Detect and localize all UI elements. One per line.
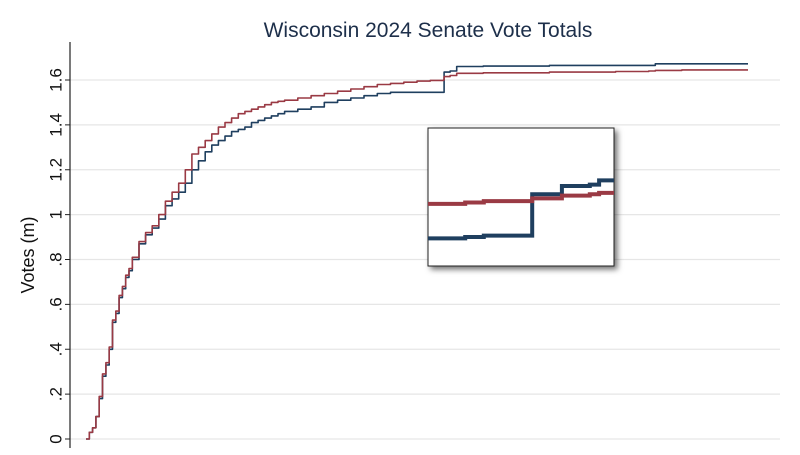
y-axis-label: Votes (m) [18, 216, 38, 293]
y-tick-label: 1.4 [47, 113, 66, 137]
y-tick-label: .6 [47, 297, 66, 311]
y-tick-label: 0 [47, 434, 66, 443]
series-line-1 [86, 63, 748, 440]
y-tick-labels: 0 .2 .4 .6 .8 1 1.2 1.4 1.6 [47, 68, 66, 444]
series-line-2 [86, 69, 748, 440]
y-tick-label: 1.2 [47, 158, 66, 182]
gridlines [70, 79, 780, 440]
y-tick-label: 1 [47, 210, 66, 219]
series-lines [86, 63, 748, 440]
y-tick-label: .2 [47, 387, 66, 401]
y-tick-label: 1.6 [47, 68, 66, 92]
inset-series-line-1 [428, 178, 614, 241]
chart-title: Wisconsin 2024 Senate Vote Totals [264, 19, 593, 42]
y-tick-label: .8 [47, 252, 66, 266]
inset-series-line-2 [428, 190, 614, 206]
y-axis [65, 42, 71, 448]
inset-zoom-panel [427, 127, 615, 267]
y-tick-label: .4 [47, 342, 66, 356]
